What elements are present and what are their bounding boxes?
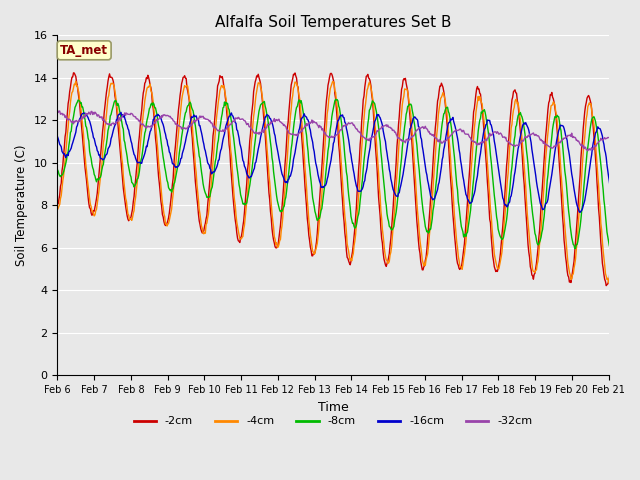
- -8cm: [230, 143, 238, 148]
- -2cm: [124, 213, 131, 219]
- -32cm: [122, 110, 130, 116]
- -4cm: [54, 207, 61, 213]
- -8cm: [609, 251, 617, 256]
- -32cm: [620, 149, 628, 155]
- -2cm: [413, 219, 420, 225]
- -16cm: [283, 179, 291, 184]
- -8cm: [54, 167, 61, 172]
- Line: -8cm: -8cm: [58, 99, 640, 253]
- -32cm: [230, 119, 238, 124]
- Text: TA_met: TA_met: [60, 44, 108, 57]
- -4cm: [413, 200, 420, 205]
- -16cm: [413, 116, 420, 122]
- Y-axis label: Soil Temperature (C): Soil Temperature (C): [15, 144, 28, 266]
- -2cm: [70, 70, 77, 76]
- Title: Alfalfa Soil Temperatures Set B: Alfalfa Soil Temperatures Set B: [215, 15, 451, 30]
- X-axis label: Time: Time: [317, 400, 348, 413]
- -32cm: [445, 134, 453, 140]
- -4cm: [260, 111, 268, 117]
- -2cm: [446, 163, 454, 168]
- -16cm: [446, 119, 454, 124]
- -32cm: [412, 128, 420, 134]
- Legend: -2cm, -4cm, -8cm, -16cm, -32cm: -2cm, -4cm, -8cm, -16cm, -32cm: [129, 412, 537, 431]
- -8cm: [446, 114, 454, 120]
- -4cm: [283, 164, 291, 169]
- -16cm: [614, 212, 621, 218]
- -4cm: [124, 205, 131, 211]
- -16cm: [260, 118, 268, 124]
- -8cm: [332, 96, 339, 102]
- -16cm: [124, 122, 131, 128]
- -16cm: [232, 120, 239, 125]
- -16cm: [54, 133, 61, 139]
- -2cm: [54, 201, 61, 207]
- -8cm: [413, 142, 420, 148]
- -32cm: [54, 108, 61, 114]
- -32cm: [260, 130, 268, 135]
- Line: -4cm: -4cm: [58, 81, 640, 286]
- Line: -32cm: -32cm: [58, 111, 640, 152]
- -2cm: [232, 217, 239, 223]
- -4cm: [446, 145, 454, 151]
- -16cm: [117, 109, 125, 115]
- -4cm: [232, 202, 239, 208]
- -4cm: [72, 78, 79, 84]
- Line: -2cm: -2cm: [58, 73, 640, 292]
- -2cm: [283, 138, 291, 144]
- -8cm: [260, 99, 268, 105]
- -8cm: [282, 194, 290, 200]
- -2cm: [260, 121, 268, 127]
- Line: -16cm: -16cm: [58, 112, 640, 215]
- -8cm: [122, 149, 130, 155]
- -32cm: [282, 123, 290, 129]
